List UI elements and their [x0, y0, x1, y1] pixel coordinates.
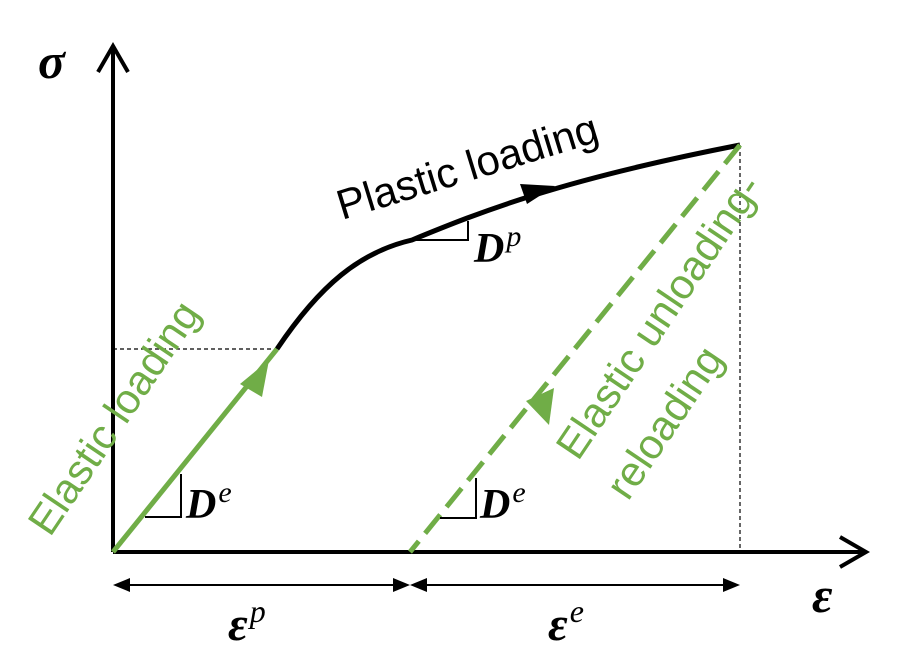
y-axis-label: σ	[38, 33, 67, 89]
elastic-loading-arrowhead	[240, 360, 269, 397]
elastic-strain-right-arrow	[723, 578, 740, 592]
plastic-modulus-label: Dp	[473, 220, 521, 272]
elastic-unloading-modulus-triangle	[440, 478, 477, 519]
elastic-unloading-modulus-label: De	[479, 476, 526, 528]
x-axis-label: ε	[812, 567, 833, 623]
plastic-loading-arrowhead	[520, 184, 555, 204]
elastic-unloading-arrowhead	[526, 388, 554, 425]
x-axis-arrowhead	[839, 535, 871, 569]
plastic-strain-right-arrow	[393, 578, 410, 592]
elastic-unloading-line	[408, 143, 742, 554]
plastic-strain-label: εp	[228, 593, 266, 651]
elastic-strain-label: εe	[548, 593, 584, 651]
elastic-loading-modulus-triangle	[145, 474, 182, 518]
elastic-strain-left-arrow	[410, 578, 427, 592]
plastic-loading-curve	[274, 142, 741, 351]
elastic-loading-modulus-label: De	[185, 476, 232, 528]
y-axis-arrowhead	[96, 41, 130, 73]
plastic-strain-left-arrow	[113, 578, 130, 592]
plastic-loading-label: Plastic loading	[331, 104, 604, 228]
plastic-modulus-triangle	[412, 221, 469, 241]
